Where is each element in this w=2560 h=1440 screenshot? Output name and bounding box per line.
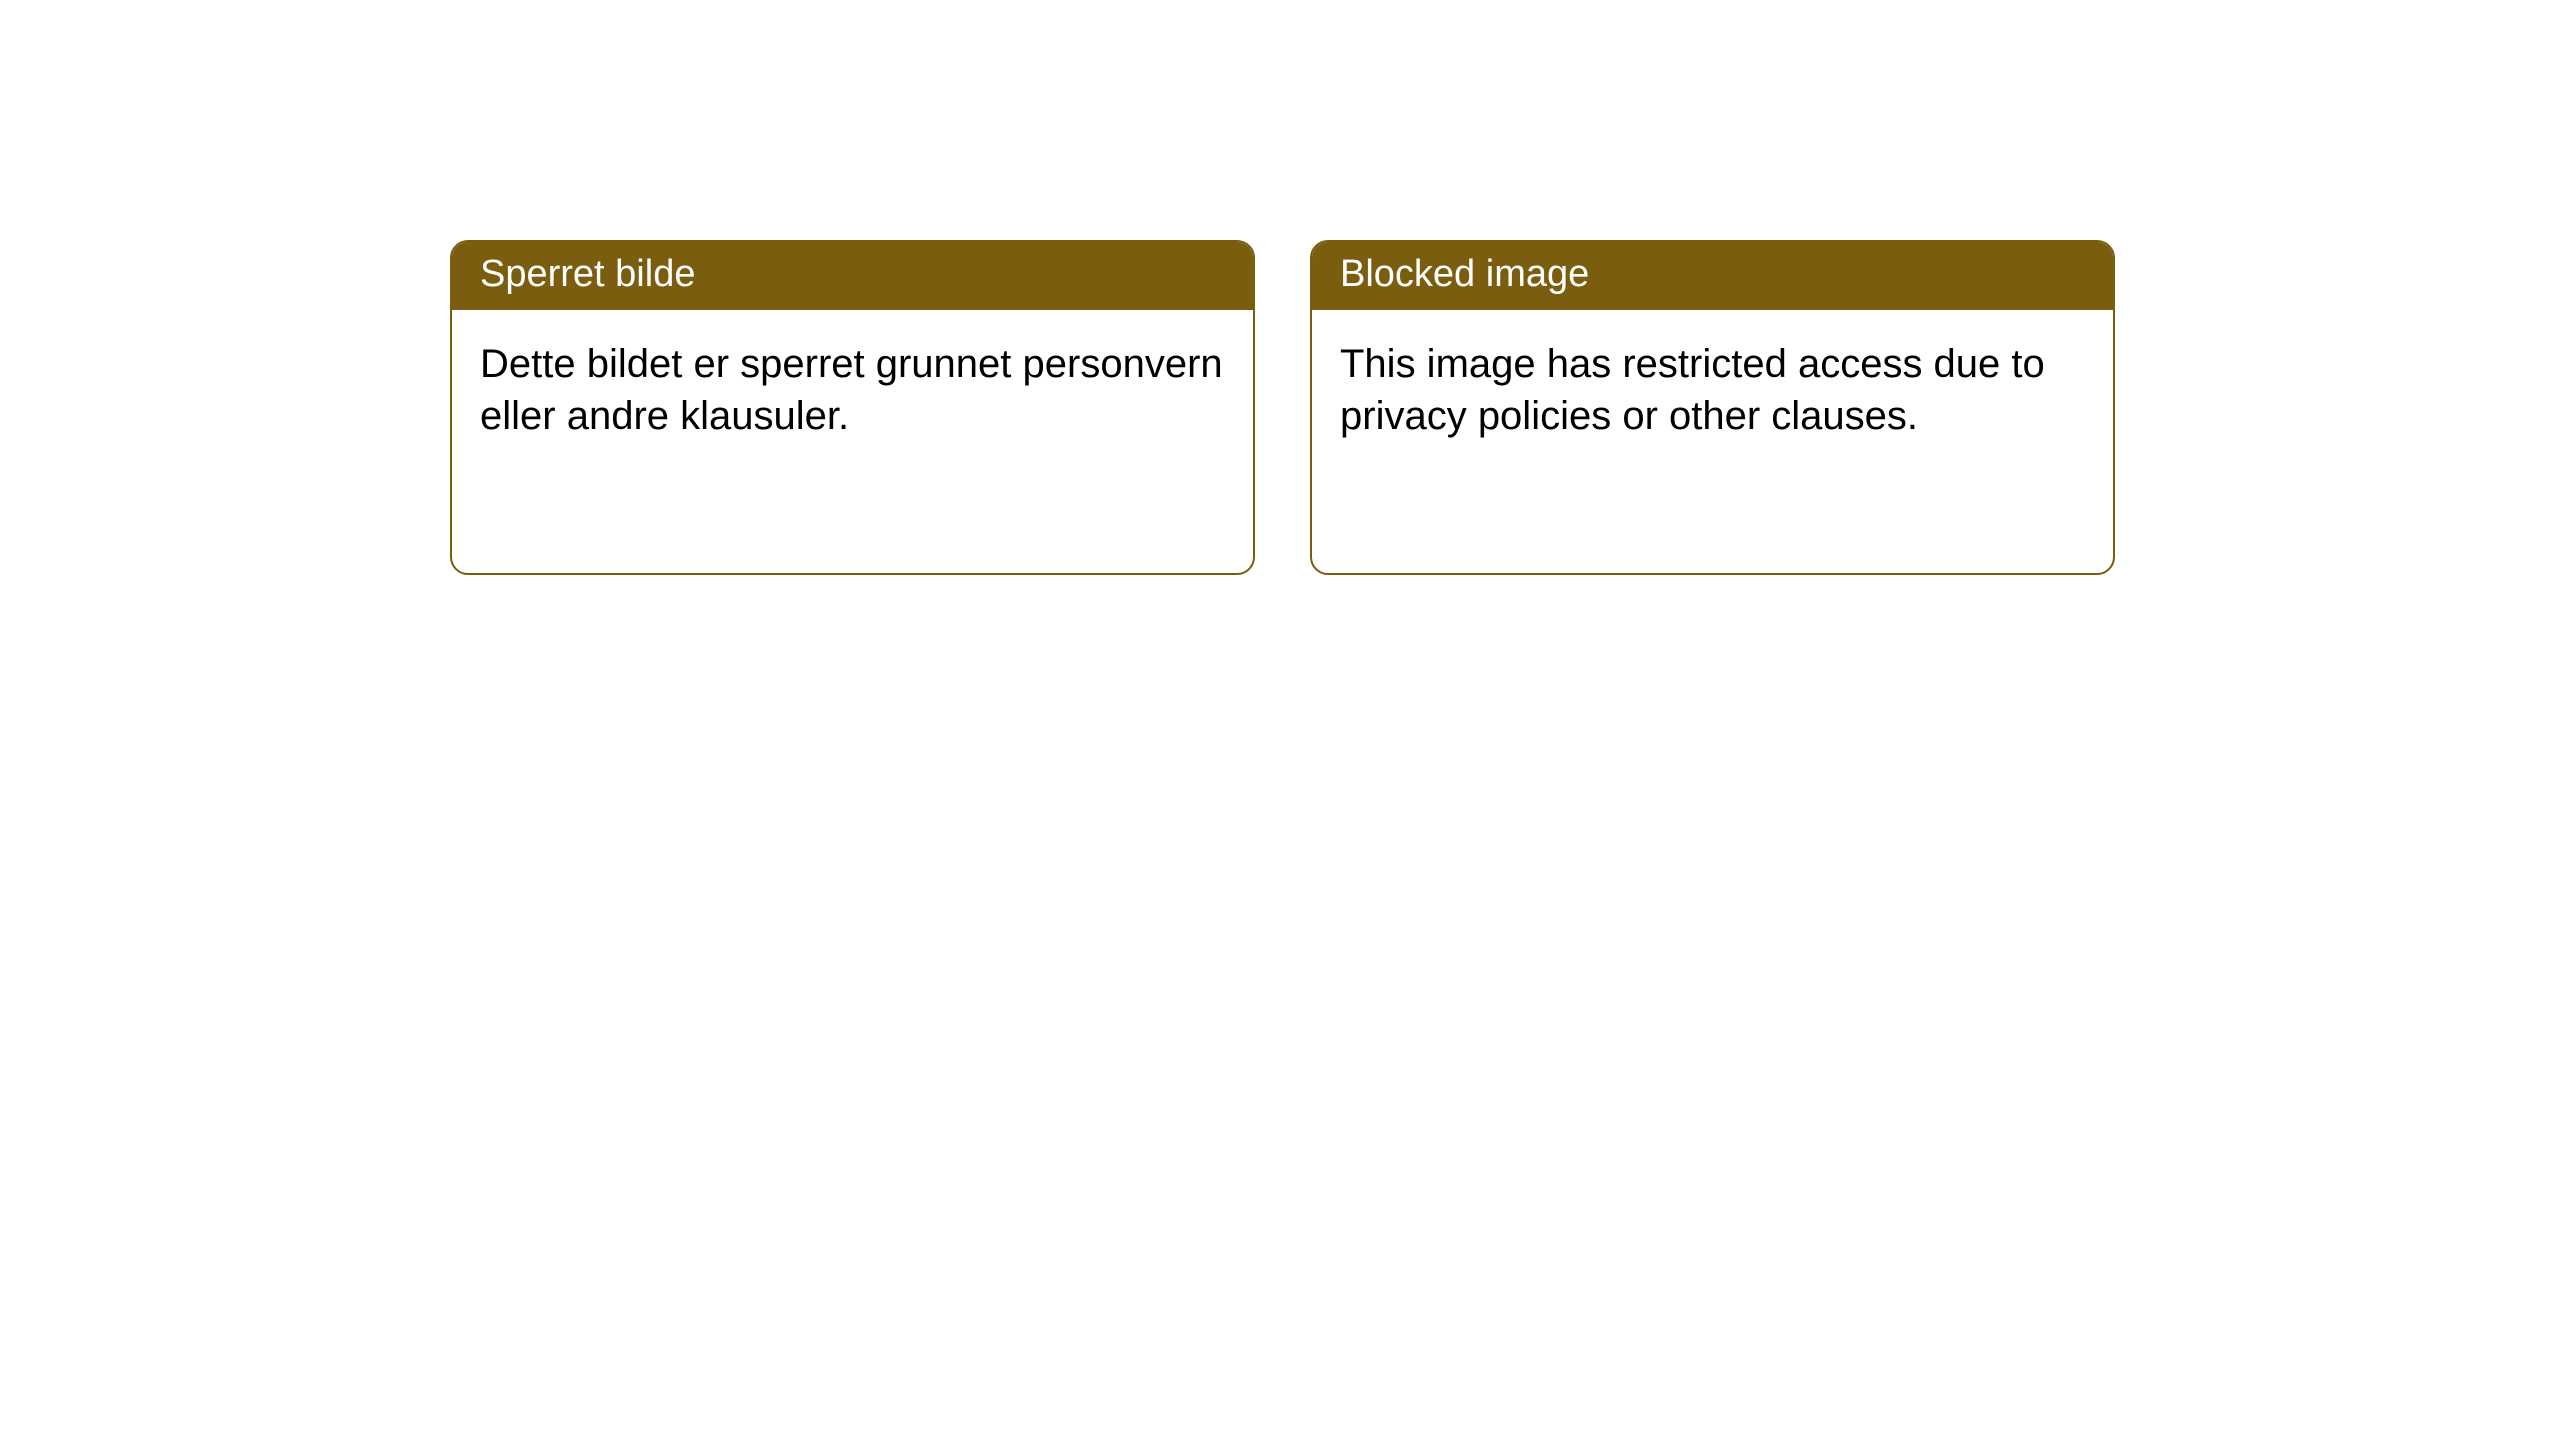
notice-title-norwegian: Sperret bilde — [452, 242, 1253, 310]
notice-card-english: Blocked image This image has restricted … — [1310, 240, 2115, 575]
notice-title-english: Blocked image — [1312, 242, 2113, 310]
notice-card-norwegian: Sperret bilde Dette bildet er sperret gr… — [450, 240, 1255, 575]
notice-body-norwegian: Dette bildet er sperret grunnet personve… — [452, 310, 1253, 472]
notice-container: Sperret bilde Dette bildet er sperret gr… — [0, 0, 2560, 575]
notice-body-english: This image has restricted access due to … — [1312, 310, 2113, 472]
